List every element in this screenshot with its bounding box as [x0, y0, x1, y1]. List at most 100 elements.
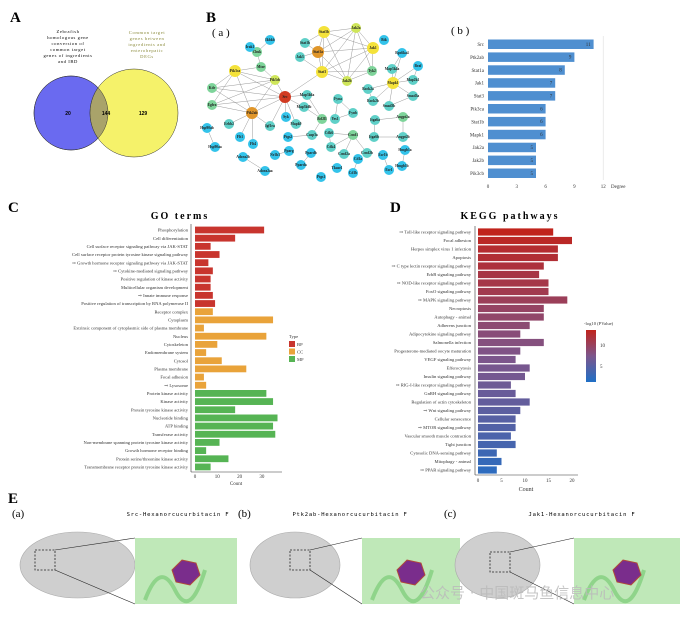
protein-surface-image: [454, 531, 541, 599]
go-category-label: Transferase activity: [152, 432, 189, 437]
network-node-label: Egfra: [208, 103, 217, 107]
kegg-bar: [478, 406, 521, 415]
panel-d: D KEGG pathways ⇨ Toll-like receptor sign…: [390, 200, 614, 493]
network-node-label: Rock2b: [367, 99, 379, 103]
protein-ribbon: [143, 569, 207, 604]
degree-bar: [488, 104, 546, 114]
kegg-x-axis-title: Count: [519, 487, 534, 493]
network-node-label: Bcl2l1: [317, 117, 327, 121]
kegg-colorbar-tick: 10: [600, 344, 606, 349]
network-node: [397, 48, 407, 58]
kegg-category-label: Insulin signaling pathway: [424, 374, 472, 379]
go-bar: [195, 332, 267, 340]
degree-x-axis-title: Degree: [611, 185, 626, 190]
network-node: [398, 112, 408, 122]
zoom-line: [509, 537, 575, 553]
network-node-label: Cdk4: [327, 145, 336, 149]
kegg-category-label: Apoptosis: [452, 255, 471, 260]
network-node-label: Kdr: [209, 86, 216, 90]
network-edge: [317, 27, 357, 53]
network-node-label: Stat1b: [300, 41, 310, 45]
go-category-label: Protein serine/threonine kinase activity: [116, 456, 189, 461]
go-x-tick: 10: [215, 475, 221, 480]
network-node-label: Mapk9: [291, 122, 302, 126]
degree-bar: [488, 116, 546, 127]
network-node-label: Jak1: [369, 46, 377, 50]
go-category-label: Cytoskeleton: [164, 342, 189, 347]
network-node: [207, 83, 217, 93]
degree-x-tick: 9: [573, 185, 576, 190]
zoom-line: [309, 537, 363, 551]
network-node-label: Ptk2ab: [247, 111, 258, 115]
panel-e: E (a) Src-Hexanorcucurbitacin F (b) Ptk2ab-…: [8, 491, 680, 605]
network-node: [367, 42, 379, 54]
kegg-category-label: ⇨ NOD-like receptor signaling pathway: [397, 281, 472, 286]
network-node: [408, 91, 418, 101]
go-category-label: Cell differentiation: [153, 236, 189, 241]
network-node-label: Hmgb1a: [398, 148, 411, 152]
go-legend-label: MF: [297, 357, 304, 362]
degree-bar-chart: Src 11 Ptk2ab 9 Stat1a 8 Jak1 7 Stat3 7 Pik3ca 6 Sta…: [470, 36, 626, 190]
network-node: [317, 114, 327, 124]
kegg-bar: [478, 457, 502, 466]
network-node: [296, 160, 306, 170]
go-bar: [195, 398, 274, 405]
degree-category-label: Stat3: [474, 95, 485, 100]
network-node-label: Jak2b: [342, 79, 351, 83]
kegg-pathways-chart: KEGG pathways ⇨ Toll-like receptor signal…: [392, 211, 614, 493]
kegg-category-label: ⇨ Wnt signaling pathway: [423, 408, 471, 413]
kegg-bar: [478, 372, 525, 381]
kegg-bar: [478, 279, 549, 287]
kegg-category-label: Autophagy - animal: [434, 315, 471, 320]
go-category-label: Positive regulation of kinase activity: [121, 277, 189, 282]
degree-x-tick: 6: [544, 185, 547, 190]
go-bar: [195, 226, 265, 234]
degree-value-label: 6: [540, 107, 543, 112]
go-category-label: Kinase activity: [160, 399, 188, 404]
degree-bar: [488, 65, 565, 75]
kegg-x-tick: 20: [570, 479, 576, 484]
ppi-network: Src Ptk2ab Stat1a Stat5b Jak2a Jak1 Stat3 Jak2b…: [200, 23, 423, 182]
protein-surface-image: [19, 531, 136, 599]
network-node: [339, 149, 349, 159]
kegg-bar: [478, 398, 530, 406]
degree-x-tick: 0: [487, 185, 490, 190]
network-node-label: Yes1: [332, 117, 339, 121]
zoom-line: [309, 569, 363, 605]
go-category-label: Protein kinase activity: [147, 391, 189, 396]
network-node: [387, 77, 399, 89]
network-node: [348, 168, 358, 178]
network-node-label: Rock2a: [362, 87, 374, 91]
docking-panel-label: (b): [238, 508, 251, 520]
network-edge: [323, 31, 374, 49]
network-node: [318, 26, 330, 38]
binding-site-box: [489, 551, 511, 573]
go-chart-title: GO terms: [151, 211, 210, 222]
kegg-category-label: Cytosolic DNA-sensing pathway: [410, 451, 471, 456]
network-node-label: Angpt2a: [396, 115, 409, 119]
network-edge: [323, 31, 348, 82]
network-node-label: Ccnd1: [348, 133, 358, 137]
network-node: [384, 101, 394, 111]
docking-panel-title: Src-Hexanorcucurbitacin F: [127, 512, 230, 518]
network-node-label: Erbb2: [224, 122, 234, 126]
go-category-label: Endomembrane system: [145, 350, 188, 355]
network-node-label: Cdk6: [325, 131, 334, 135]
network-node-label: Ptgs1: [317, 175, 326, 179]
network-edge: [211, 87, 253, 114]
kegg-bar: [478, 415, 516, 423]
network-node-label: Src: [282, 95, 288, 99]
network-node-label: Tkase1: [332, 166, 343, 170]
kegg-bar: [478, 389, 516, 398]
docking-panel-title: Ptk2ab-Hexanorcucurbitacin F: [292, 512, 407, 518]
network-edge: [211, 96, 286, 106]
degree-value-label: 9: [569, 56, 572, 61]
kegg-bar: [478, 449, 497, 457]
network-node-label: Braf: [415, 64, 423, 68]
degree-bar: [488, 129, 546, 140]
network-node: [378, 150, 388, 160]
go-category-label: ⇨ Lysosome: [164, 383, 188, 388]
kegg-bar: [478, 236, 572, 245]
network-node-label: Cd1b: [349, 171, 357, 175]
go-bar: [195, 455, 229, 463]
